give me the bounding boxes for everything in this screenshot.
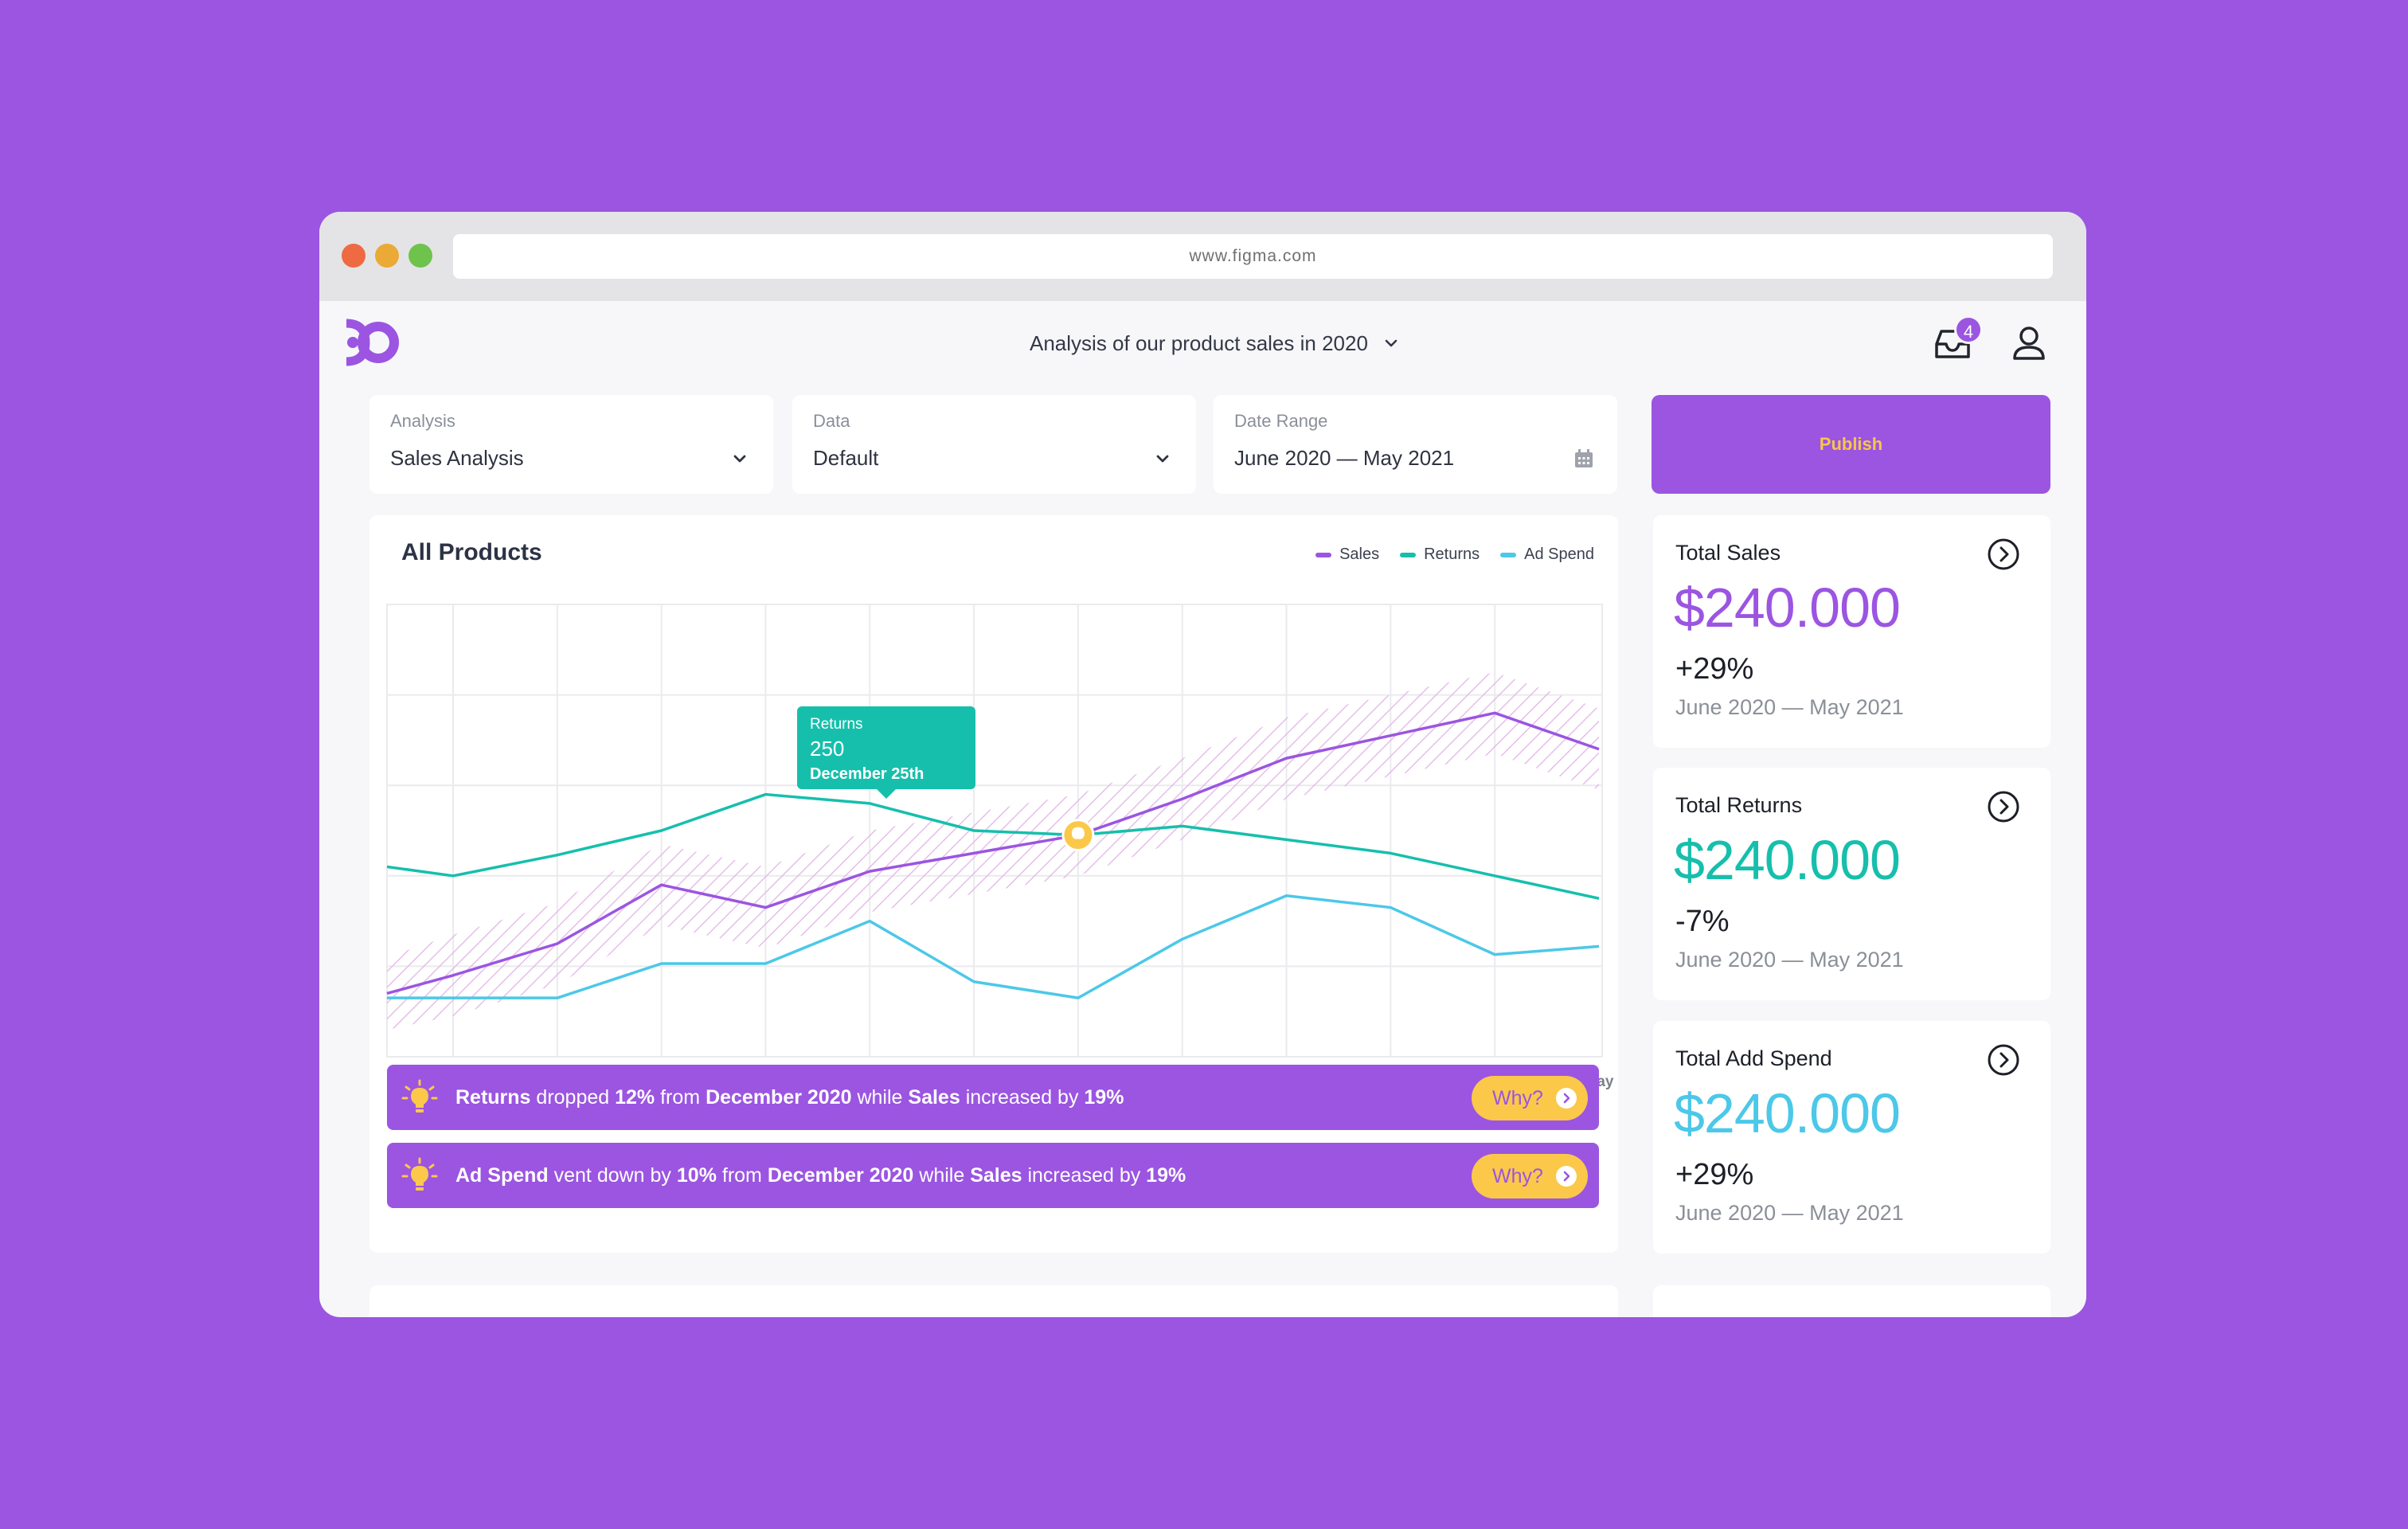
all-products-chart-card: JunJulAugSepOctNovDecJanFebMarAprMay Ret…: [369, 515, 1618, 1253]
chevron-down-icon: [733, 455, 746, 463]
tooltip-series: Returns: [810, 716, 863, 733]
series-line-sales: [386, 711, 1600, 995]
chevron-right-icon: [1556, 1088, 1577, 1109]
next-stat-card: [1653, 1285, 2050, 1317]
legend-swatch: [1400, 552, 1417, 557]
stat-title: Total Returns: [1675, 793, 1803, 817]
insight-text: Ad Spend vent down by 10% from December …: [455, 1143, 1186, 1208]
stat-value: $240.000: [1674, 577, 1901, 639]
data-select[interactable]: Data Default: [792, 395, 1196, 494]
inbox-icon[interactable]: [1930, 320, 1975, 365]
legend-swatch: [1500, 552, 1517, 557]
legend-item[interactable]: Ad Spend: [1500, 546, 1594, 564]
chart-plot-area: [386, 604, 1603, 1058]
insight-text-part: 19%: [1084, 1086, 1124, 1109]
date-range-label: Date Range: [1234, 411, 1328, 431]
minimize-window-button[interactable]: [375, 244, 399, 268]
insight-banner: Ad Spend vent down by 10% from December …: [387, 1143, 1599, 1208]
chevron-down-icon: [1385, 339, 1398, 347]
legend-swatch: [1315, 552, 1332, 557]
insight-text-part: vent down by: [548, 1164, 677, 1187]
arrow-right-circle-icon[interactable]: [1987, 538, 2020, 571]
browser-toolbar: www.figma.com: [319, 212, 2086, 301]
stat-delta: +29%: [1675, 652, 1754, 686]
analysis-title-dropdown[interactable]: Analysis of our product sales in 2020: [1030, 323, 1400, 363]
stat-range: June 2020 — May 2021: [1675, 948, 1904, 972]
stat-value: $240.000: [1674, 1082, 1901, 1144]
insight-text-part: 12%: [615, 1086, 655, 1109]
tooltip-pointer: [877, 789, 896, 799]
chevron-right-icon: [1556, 1166, 1577, 1187]
insight-banner: Returns dropped 12% from December 2020 w…: [387, 1065, 1599, 1130]
publish-button[interactable]: Publish: [1652, 395, 2050, 494]
total-returns-card: Total Returns $240.000 -7% June 2020 — M…: [1653, 768, 2050, 1000]
tooltip-value: 250: [810, 737, 844, 761]
insight-text-part: from: [655, 1086, 706, 1109]
insight-text-part: Ad Spend: [455, 1164, 549, 1187]
series-line-returns: [386, 792, 1600, 900]
why-button-label: Why?: [1492, 1164, 1543, 1187]
date-range-value: June 2020 — May 2021: [1234, 446, 1455, 470]
date-range-picker[interactable]: Date Range June 2020 — May 2021: [1214, 395, 1617, 494]
lightbulb-icon: [401, 1157, 438, 1191]
stat-delta: +29%: [1675, 1158, 1754, 1191]
user-profile-icon[interactable]: [2009, 323, 2049, 363]
why-button[interactable]: Why?: [1472, 1154, 1588, 1199]
lightbulb-icon: [401, 1079, 438, 1113]
chart-legend: Sales Returns Ad Spend: [1315, 546, 1594, 564]
insight-text-part: Sales: [970, 1164, 1022, 1187]
insight-text-part: from: [716, 1164, 768, 1187]
stat-range: June 2020 — May 2021: [1675, 1201, 1904, 1225]
total-ad-spend-card: Total Add Spend $240.000 +29% June 2020 …: [1653, 1021, 2050, 1253]
chart-tooltip: [797, 706, 975, 789]
maximize-window-button[interactable]: [408, 244, 432, 268]
stat-title: Total Add Spend: [1675, 1046, 1832, 1070]
address-bar[interactable]: www.figma.com: [453, 234, 2053, 279]
tooltip-date: December 25th: [810, 765, 924, 783]
stat-title: Total Sales: [1675, 541, 1781, 565]
insight-text-part: 19%: [1146, 1164, 1186, 1187]
chart-title: All Products: [401, 539, 542, 565]
insight-text-part: December 2020: [767, 1164, 914, 1187]
insight-text: Returns dropped 12% from December 2020 w…: [455, 1065, 1124, 1130]
insight-text-part: increased by: [1022, 1164, 1147, 1187]
insight-text-part: dropped: [530, 1086, 616, 1109]
legend-item[interactable]: Returns: [1400, 546, 1480, 564]
legend-label: Ad Spend: [1524, 546, 1594, 563]
next-section-card: [369, 1285, 1618, 1317]
series-line-ad-spend: [387, 894, 1600, 999]
arrow-right-circle-icon[interactable]: [1987, 790, 2020, 823]
insight-text-part: increased by: [960, 1086, 1085, 1109]
legend-item[interactable]: Sales: [1315, 546, 1379, 564]
calendar-icon[interactable]: [1573, 448, 1595, 470]
total-sales-card: Total Sales $240.000 +29% June 2020 — Ma…: [1653, 515, 2050, 748]
stat-delta: -7%: [1675, 905, 1730, 938]
analysis-value: Sales Analysis: [390, 446, 524, 470]
why-button-label: Why?: [1492, 1086, 1543, 1109]
close-window-button[interactable]: [342, 244, 366, 268]
notification-badge: 4: [1954, 315, 1983, 344]
insight-text-part: Returns: [455, 1086, 531, 1109]
analysis-label: Analysis: [390, 411, 455, 431]
stat-value: $240.000: [1674, 829, 1901, 891]
why-button[interactable]: Why?: [1472, 1076, 1588, 1120]
lightbulb-icon: [1071, 827, 1085, 839]
insight-text-part: while: [913, 1164, 971, 1187]
insight-text-part: Sales: [908, 1086, 960, 1109]
arrow-right-circle-icon[interactable]: [1987, 1043, 2020, 1077]
analysis-select[interactable]: Analysis Sales Analysis: [369, 395, 773, 494]
legend-label: Returns: [1424, 546, 1480, 563]
line-chart: JunJulAugSepOctNovDecJanFebMarAprMay Ret…: [386, 604, 1614, 1090]
insight-text-part: 10%: [676, 1164, 717, 1187]
brand-logo-icon[interactable]: [343, 317, 410, 368]
data-value: Default: [813, 446, 879, 470]
insight-text-part: December 2020: [706, 1086, 852, 1109]
page-title: Analysis of our product sales in 2020: [1030, 330, 1368, 355]
stat-range: June 2020 — May 2021: [1675, 695, 1904, 719]
insight-text-part: while: [851, 1086, 909, 1109]
legend-label: Sales: [1339, 546, 1380, 563]
browser-window: www.figma.com Analysis of our product sa…: [319, 212, 2086, 1317]
chevron-down-icon: [1156, 455, 1169, 463]
data-label: Data: [813, 411, 850, 431]
